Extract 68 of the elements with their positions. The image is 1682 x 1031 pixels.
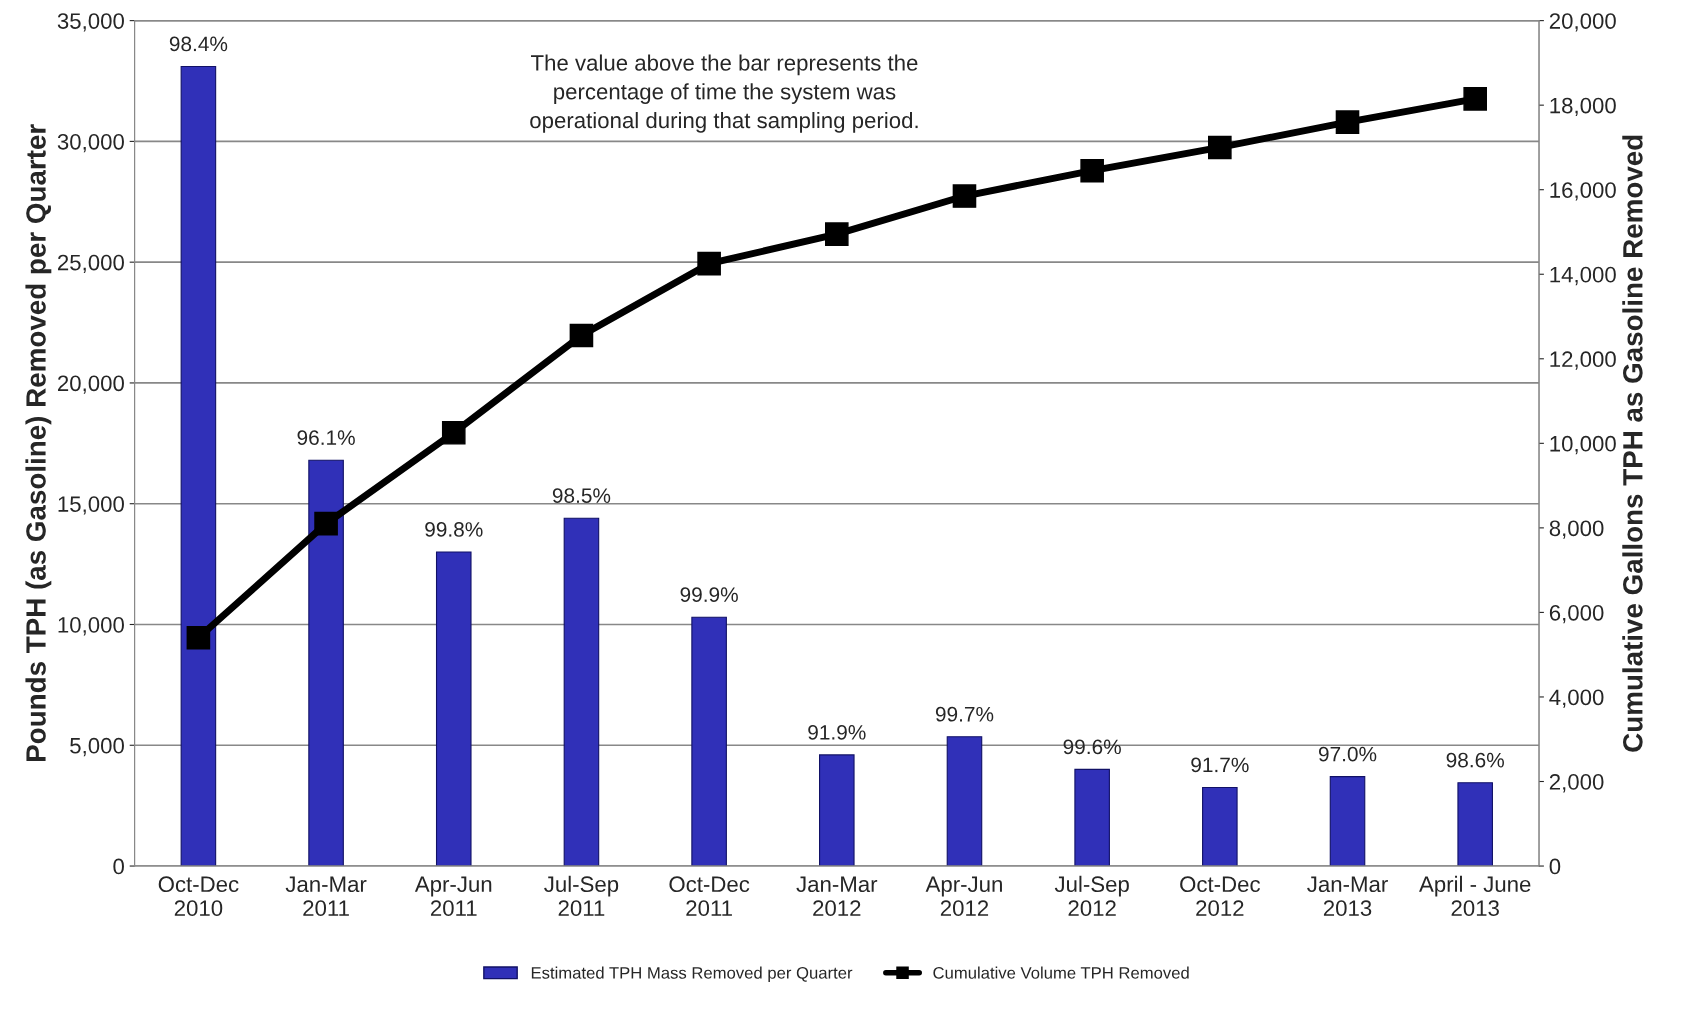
y2-tick-label: 16,000 bbox=[1550, 182, 1616, 201]
text: 99.8% bbox=[425, 522, 483, 537]
point bbox=[1208, 135, 1232, 160]
y2-tick-label: 4,000 bbox=[1549, 689, 1604, 708]
bar bbox=[308, 459, 344, 867]
bar bbox=[180, 65, 217, 867]
x-tick-label: Jan-Mar 2013 bbox=[1307, 876, 1388, 917]
x-tick-label: April - June 2013 bbox=[1419, 875, 1531, 917]
legend-label: Cumulative Volume TPH Removed bbox=[933, 966, 1189, 979]
y-tick-label: 10,000 bbox=[58, 617, 124, 636]
point bbox=[952, 184, 977, 208]
point bbox=[186, 625, 211, 650]
point bbox=[824, 222, 849, 246]
bar bbox=[946, 736, 983, 867]
y2-tick-label: 0 bbox=[1549, 858, 1561, 875]
text: 98.6% bbox=[1446, 752, 1504, 768]
text: 99.7% bbox=[935, 706, 994, 722]
y2-tick-label: 2,000 bbox=[1549, 774, 1604, 793]
x-tick-label: Jul-Sep 2011 bbox=[544, 875, 619, 917]
x-tick-label: Apr-Jun 2012 bbox=[925, 876, 1002, 917]
x-tick-label: Jul-Sep 2012 bbox=[1054, 875, 1129, 917]
bar bbox=[563, 517, 600, 867]
y2-tick-label: 14,000 bbox=[1550, 266, 1616, 286]
y2-tick-label: 6,000 bbox=[1549, 604, 1604, 624]
x-tick-label: Apr-Jun 2011 bbox=[414, 876, 492, 917]
point bbox=[697, 251, 721, 276]
bar bbox=[1202, 786, 1238, 867]
x-tick-label: Jan-Mar 2012 bbox=[796, 876, 878, 917]
point bbox=[1080, 158, 1104, 183]
y-tick-label: 35,000 bbox=[57, 13, 124, 32]
text: 99.9% bbox=[680, 587, 738, 603]
bar bbox=[435, 551, 472, 867]
y2-tick-label: 10,000 bbox=[1550, 435, 1616, 455]
bar bbox=[1329, 776, 1366, 867]
y-tick-label: 0 bbox=[113, 858, 124, 875]
y-tick-label: 20,000 bbox=[57, 375, 124, 394]
text: 99.6% bbox=[1063, 739, 1121, 755]
bar bbox=[1457, 782, 1493, 867]
y2-tick-label: 18,000 bbox=[1550, 97, 1616, 117]
y-tick-label: 25,000 bbox=[57, 254, 124, 274]
y2-tick-label: 8,000 bbox=[1549, 520, 1604, 539]
x-tick-label: Jan-Mar 2011 bbox=[285, 876, 367, 917]
y-tick-label: 30,000 bbox=[57, 133, 124, 153]
annotation: The value above the bar represents the percentage of time the system was operational during that sampling period. bbox=[530, 54, 918, 133]
point bbox=[1335, 110, 1360, 134]
text: 97.0% bbox=[1318, 746, 1377, 762]
y2-tick-label: 20,000 bbox=[1549, 13, 1616, 32]
bar bbox=[691, 616, 727, 867]
bar bbox=[1074, 768, 1110, 867]
y-tick-label: 5,000 bbox=[70, 737, 124, 757]
point bbox=[314, 511, 338, 536]
text: 98.4% bbox=[169, 36, 228, 52]
x-tick-label: Oct-Dec 2011 bbox=[669, 876, 750, 917]
x-tick-label: Oct-Dec 2010 bbox=[158, 876, 239, 917]
point bbox=[1463, 87, 1488, 111]
point bbox=[569, 323, 594, 348]
y-tick-label: 15,000 bbox=[58, 496, 124, 515]
y2-tick-label: 12,000 bbox=[1550, 351, 1616, 370]
text: 91.9% bbox=[808, 724, 866, 740]
bar bbox=[819, 754, 855, 867]
text: 91.7% bbox=[1191, 757, 1249, 773]
text: 98.5% bbox=[552, 488, 611, 503]
x-tick-label: Oct-Dec 2012 bbox=[1180, 876, 1260, 917]
legend-label: Estimated TPH Mass Removed per Quarter bbox=[531, 966, 853, 983]
point bbox=[441, 420, 466, 445]
y-axis-title: Pounds TPH (as Gasoline) Removed per Quarter bbox=[25, 124, 52, 761]
text: 96.1% bbox=[297, 430, 355, 446]
y2-axis-title: Cumulative Gallons TPH as Gasoline Removed bbox=[1622, 135, 1643, 752]
